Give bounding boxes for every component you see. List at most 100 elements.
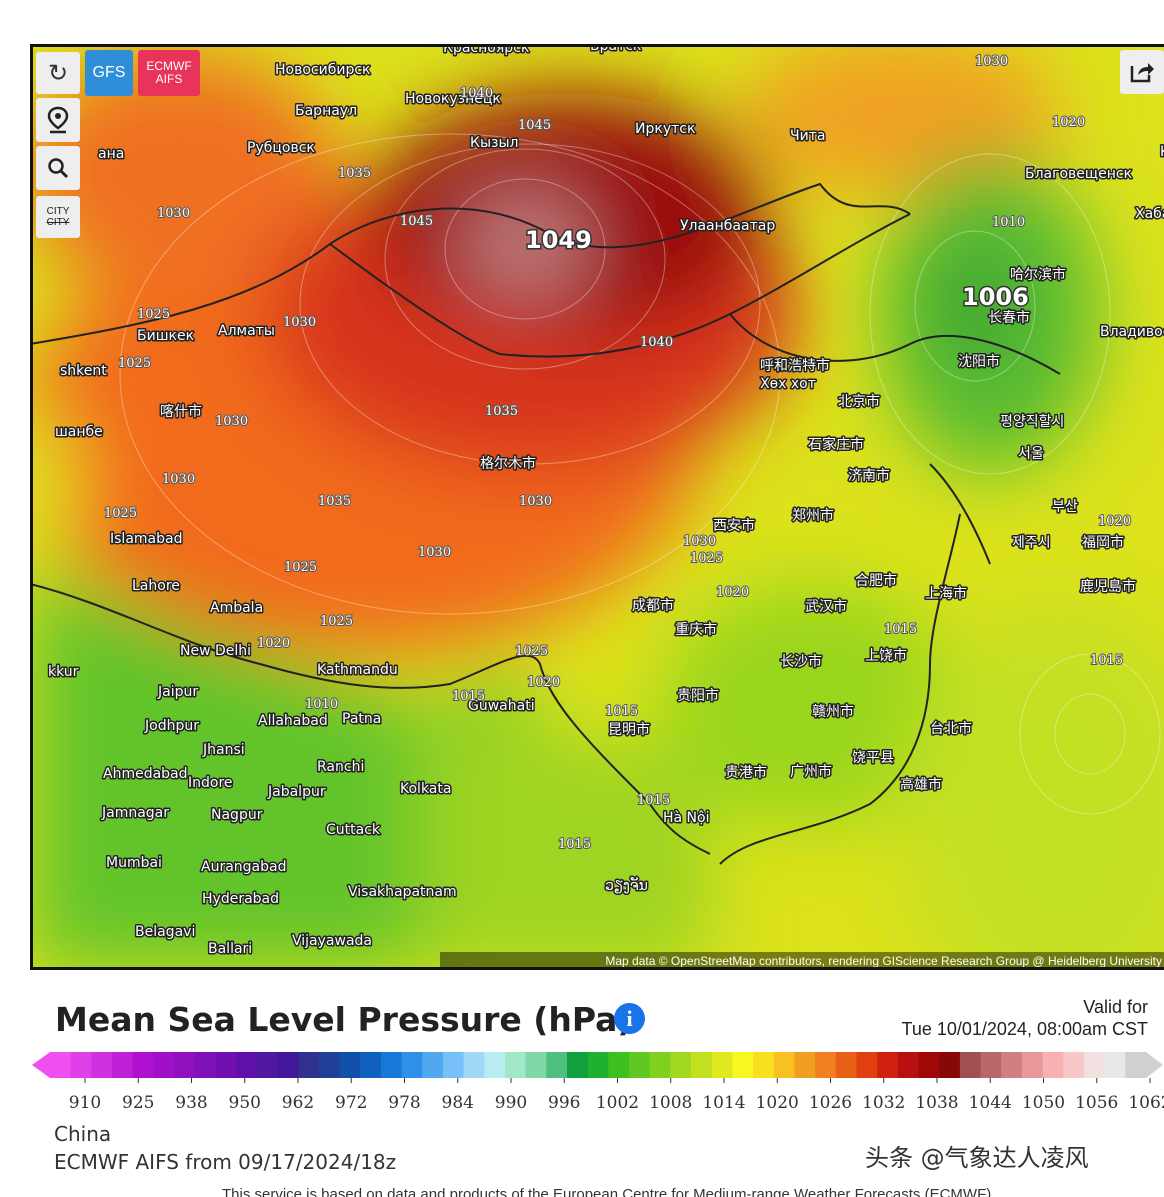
city-label: 上饶市: [865, 647, 907, 664]
colorbar-segment: [1104, 1052, 1126, 1078]
attribution: Map data © OpenStreetMap contributors, r…: [605, 954, 1162, 968]
colorbar-tick-label: 990: [495, 1093, 527, 1113]
colorbar-tick-label: 984: [442, 1093, 474, 1113]
city-label: 北京市: [838, 393, 880, 410]
model-run: ECMWF AIFS from 09/17/2024/18z: [54, 1150, 397, 1174]
isobar-label: 1030: [162, 472, 195, 487]
colorbar-tick-label: 1026: [809, 1093, 852, 1113]
city-label: Cuttack: [326, 822, 381, 838]
ecmwf-label: AIFS: [155, 72, 183, 86]
colorbar-segment: [649, 1052, 671, 1078]
ecmwf-label: ECMWF: [146, 59, 192, 73]
colorbar: 910 925 938 950 962 972 978 984 990 996 1002 1008 10…: [32, 1052, 1164, 1113]
colorbar-segment: [629, 1052, 651, 1078]
city-label: Братск: [590, 44, 641, 54]
city-label: Jhansi: [202, 742, 245, 758]
borders: [30, 182, 1061, 865]
colorbar-segment: [401, 1052, 423, 1078]
city-label: Ambala: [210, 600, 263, 616]
city-label: 合肥市: [855, 572, 897, 589]
region: China: [54, 1122, 112, 1146]
colorbar-segment: [794, 1052, 816, 1078]
city-label: Nagpur: [211, 807, 263, 823]
refresh-button[interactable]: ↻: [36, 52, 80, 94]
isobar-label: 1025: [284, 560, 317, 575]
colorbar-segment: [463, 1052, 485, 1078]
colorbar-segment: [918, 1052, 940, 1078]
isobar-label: 1030: [683, 534, 716, 549]
share-button[interactable]: [1120, 50, 1164, 94]
isobar-label: 1040: [460, 86, 493, 101]
city-label: 赣州市: [812, 703, 854, 720]
city-label: 평양직할시: [1000, 414, 1064, 430]
city-label: Кызыл: [470, 135, 518, 151]
ecmwf-button[interactable]: ECMWF AIFS: [138, 50, 200, 96]
colorbar-tick-label: 972: [335, 1093, 367, 1113]
city-label: shkent: [60, 363, 107, 379]
colorbar-segment: [587, 1052, 609, 1078]
isobar-label: 1015: [884, 622, 917, 637]
colorbar-tick-label: 1044: [969, 1093, 1012, 1113]
city-label: 贵阳市: [677, 687, 719, 704]
city-label: Jabalpur: [267, 784, 326, 800]
info-button[interactable]: i: [614, 1003, 645, 1034]
city-label: 长沙市: [780, 653, 822, 670]
colorbar-tick-label: 1032: [862, 1093, 905, 1113]
isobar-label: 1015: [558, 837, 591, 852]
isobar-label: 1030: [418, 545, 451, 560]
location-button[interactable]: [36, 98, 80, 142]
city-button[interactable]: CITY CITY: [36, 196, 80, 238]
isobar-label: 1025: [104, 506, 137, 521]
city-label: Guwahati: [468, 698, 535, 714]
colorbar-segment: [298, 1052, 320, 1078]
city-label: kkur: [48, 664, 79, 680]
city-label: New Delhi: [180, 643, 251, 659]
isobar-label: 1040: [640, 335, 673, 350]
colorbar-segment: [236, 1052, 258, 1078]
colorbar-segment: [608, 1052, 630, 1078]
pressure-center: 1006: [962, 283, 1029, 311]
colorbar-tick-label: 978: [388, 1093, 420, 1113]
colorbar-segment: [1042, 1052, 1064, 1078]
colorbar-tick-label: 925: [122, 1093, 154, 1113]
isobar-label: 1030: [519, 494, 552, 509]
colorbar-segment: [360, 1052, 382, 1078]
colorbar-tick-label: 1002: [596, 1093, 639, 1113]
isobar-label: 1020: [527, 675, 560, 690]
city-label: Jodhpur: [144, 718, 199, 734]
city-label: 郑州市: [792, 507, 834, 524]
city-label: Visakhapatnam: [348, 884, 457, 900]
colorbar-segment: [112, 1052, 134, 1078]
colorbar-segment: [897, 1052, 920, 1078]
colorbar-tick-label: 1020: [756, 1093, 799, 1113]
zoom-button[interactable]: [36, 146, 80, 190]
colorbar-tick-label: 1008: [649, 1093, 692, 1113]
city-label: Jaipur: [157, 684, 198, 700]
colorbar-segment: [1021, 1052, 1044, 1078]
city-label: 昆明市: [608, 721, 650, 738]
colorbar-segment: [318, 1052, 341, 1078]
city-label: 台北市: [930, 720, 972, 737]
city-label: Ком: [1160, 144, 1164, 160]
city-label: Алматы: [218, 323, 275, 339]
city-label: 贵港市: [725, 764, 767, 781]
city-label: Рубцовск: [247, 140, 315, 156]
legend-title: Mean Sea Level Pressure (hPa): [55, 1000, 633, 1039]
city-label: 重庆市: [675, 621, 717, 638]
colorbar-segment: [525, 1052, 547, 1078]
colorbar-segment: [484, 1052, 506, 1078]
colorbar-segment: [959, 1052, 982, 1078]
colorbar-segment: [504, 1052, 527, 1078]
colorbar-segment: [1001, 1052, 1023, 1078]
city-label: Иркутск: [635, 121, 695, 137]
city-label: ວຽງຈັນ: [605, 878, 648, 894]
colorbar-arrow-right: [1146, 1052, 1163, 1078]
city-label: Хөх хот: [760, 376, 816, 392]
city-label: 沈阳市: [958, 353, 1000, 370]
colorbar-tick-label: 962: [282, 1093, 314, 1113]
colorbar-tick-label: 1056: [1075, 1093, 1118, 1113]
city-label: Новосибирск: [275, 62, 370, 78]
gfs-button[interactable]: GFS: [85, 50, 133, 96]
valid-for-label: Valid for: [1083, 997, 1148, 1017]
colorbar-segment: [566, 1052, 589, 1078]
